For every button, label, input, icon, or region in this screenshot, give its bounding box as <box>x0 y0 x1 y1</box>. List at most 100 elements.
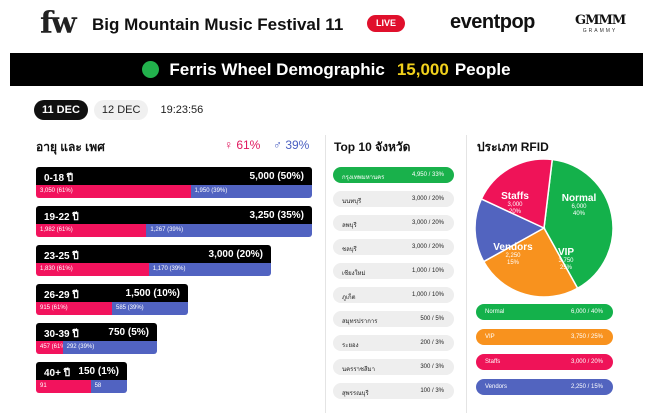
province-item[interactable]: สมุทรปราการ 500 / 5% <box>333 311 454 327</box>
pie-label-name: Vendors <box>493 242 533 253</box>
province-value: 200 / 3% <box>420 340 444 346</box>
gender-split: 1,830 (61%) 1,170 (39%) <box>36 263 271 276</box>
province-value: 3,000 / 20% <box>411 220 444 226</box>
pie-label-pct: 15% <box>506 260 519 266</box>
male-segment: 585 (39%) <box>112 302 188 315</box>
column-divider <box>325 135 326 413</box>
festival-title: Big Mountain Music Festival 11 <box>92 15 344 34</box>
province-value: 100 / 3% <box>420 388 444 394</box>
female-segment: 1,830 (61%) <box>36 263 149 276</box>
province-item[interactable]: กรุงเทพมหานคร 4,950 / 33% <box>333 167 454 183</box>
pie-label-name: VIP <box>557 247 575 258</box>
pie-slice-normal[interactable] <box>543 158 614 290</box>
age-bar-header: 40+ ปี 150 (1%) <box>36 362 127 380</box>
gmm-grammy-logo: GMMM GRAMMY <box>575 13 626 34</box>
age-bar-header: 0-18 ปี 5,000 (50%) <box>36 167 312 185</box>
pie-slice-vendors[interactable] <box>474 197 546 263</box>
age-gender-title: อายุ และ เพศ <box>36 140 105 154</box>
age-bar[interactable]: 23-25 ปี 3,000 (20%) 1,830 (61%) 1,170 (… <box>36 245 271 276</box>
rfid-legend-item[interactable]: Vendors 2,250 / 15% <box>476 379 613 395</box>
age-range-value: 1,500 (10%) <box>125 288 180 299</box>
rfid-type-value: 6,000 / 40% <box>570 309 603 315</box>
rfid-legend-item[interactable]: VIP 3,750 / 25% <box>476 329 613 345</box>
pie-label-pct: 40% <box>572 211 585 217</box>
gender-split: 915 (61%) 585 (39%) <box>36 302 188 315</box>
pie-slice-staffs[interactable] <box>480 158 554 230</box>
gmm-logo-mark: GMMM <box>575 13 626 28</box>
province-item[interactable]: ภูเก็ต 1,000 / 10% <box>333 287 454 303</box>
pie-label-pct: 20% <box>508 209 521 215</box>
live-badge: LIVE <box>367 15 405 32</box>
province-value: 3,000 / 20% <box>411 244 444 250</box>
province-name: ภูเก็ต <box>342 295 356 301</box>
age-bar[interactable]: 19-22 ปี 3,250 (35%) 1,982 (61%) 1,267 (… <box>36 206 312 237</box>
female-segment: 457 (61%) <box>36 341 63 354</box>
province-item[interactable]: ชลบุรี 3,000 / 20% <box>333 239 454 255</box>
province-item[interactable]: นครราชสีมา 300 / 3% <box>333 359 454 375</box>
banner-people-count: 15,000 <box>396 59 449 79</box>
province-name: สมุทรปราการ <box>342 319 378 325</box>
province-name: ลพบุรี <box>342 223 357 229</box>
male-segment: 1,950 (39%) <box>190 185 312 198</box>
pie-label-count: 2,250 <box>505 253 521 259</box>
age-bar[interactable]: 40+ ปี 150 (1%) 91 58 <box>36 362 127 393</box>
female-segment: 3,050 (61%) <box>36 185 191 198</box>
rfid-type-name: VIP <box>485 334 495 340</box>
age-range-label: 23-25 ปี <box>44 251 79 262</box>
gender-split: 1,982 (61%) 1,267 (39%) <box>36 224 312 237</box>
province-item[interactable]: ระยอง 200 / 3% <box>333 335 454 351</box>
column-divider <box>466 135 467 413</box>
province-value: 1,000 / 10% <box>411 268 444 274</box>
age-range-value: 750 (5%) <box>108 327 149 338</box>
province-item[interactable]: ลพบุรี 3,000 / 20% <box>333 215 454 231</box>
rfid-legend-item[interactable]: Staffs 3,000 / 20% <box>476 354 613 370</box>
rfid-type-value: 3,000 / 20% <box>570 359 603 365</box>
province-item[interactable]: สุพรรณบุรี 100 / 3% <box>333 383 454 399</box>
province-item[interactable]: เชียงใหม่ 1,000 / 10% <box>333 263 454 279</box>
male-segment: 1,170 (39%) <box>148 263 271 276</box>
tab-12-dec[interactable]: 12 DEC <box>93 100 149 120</box>
female-segment: 91 <box>36 380 91 393</box>
gender-split: 457 (61%) 292 (39%) <box>36 341 157 354</box>
rfid-legend-item[interactable]: Normal 6,000 / 40% <box>476 304 613 320</box>
age-bar[interactable]: 30-39 ปี 750 (5%) 457 (61%) 292 (39%) <box>36 323 157 354</box>
province-name: กรุงเทพมหานคร <box>342 175 385 181</box>
province-name: เชียงใหม่ <box>342 271 366 277</box>
age-range-value: 3,000 (20%) <box>208 249 263 260</box>
female-percentage: ♀ 61% <box>224 138 261 152</box>
province-name: สุพรรณบุรี <box>342 391 369 397</box>
age-bar-header: 26-29 ปี 1,500 (10%) <box>36 284 188 302</box>
pie-label-pct: 25% <box>559 265 572 271</box>
province-item[interactable]: นนทบุรี 3,000 / 20% <box>333 191 454 207</box>
pie-slice-vip[interactable] <box>482 226 579 298</box>
age-bar-header: 23-25 ปี 3,000 (20%) <box>36 245 271 263</box>
pie-label-staffs: Staffs 3,000 20% <box>492 191 538 216</box>
banner-people-unit: People <box>454 59 511 79</box>
age-range-value: 150 (1%) <box>78 366 119 377</box>
age-bar-header: 19-22 ปี 3,250 (35%) <box>36 206 312 224</box>
age-range-label: 30-39 ปี <box>44 329 79 340</box>
age-range-label: 19-22 ปี <box>44 212 79 223</box>
province-name: นนทบุรี <box>342 199 362 205</box>
age-bar[interactable]: 0-18 ปี 5,000 (50%) 3,050 (61%) 1,950 (3… <box>36 167 312 198</box>
age-bar[interactable]: 26-29 ปี 1,500 (10%) 915 (61%) 585 (39%) <box>36 284 188 315</box>
gender-split: 91 58 <box>36 380 127 393</box>
province-value: 3,000 / 20% <box>411 196 444 202</box>
age-range-label: 40+ ปี <box>44 368 71 379</box>
gender-split: 3,050 (61%) 1,950 (39%) <box>36 185 312 198</box>
rfid-type-value: 3,750 / 25% <box>570 334 603 340</box>
age-range-value: 3,250 (35%) <box>249 210 304 221</box>
pie-label-name: Staffs <box>501 191 529 202</box>
status-dot-icon <box>142 61 160 78</box>
province-name: ชลบุรี <box>342 247 357 253</box>
tab-11-dec[interactable]: 11 DEC <box>34 100 88 120</box>
pie-label-vendors: Vendors 2,250 15% <box>488 242 538 267</box>
age-range-value: 5,000 (50%) <box>249 171 304 182</box>
age-range-label: 0-18 ปี <box>44 173 74 184</box>
fw-logo: fw <box>40 6 77 41</box>
pie-label-count: 3,000 <box>507 202 523 208</box>
male-percentage: ♂ 39% <box>273 138 310 152</box>
rfid-type-value: 2,250 / 15% <box>570 384 603 390</box>
header: fw Big Mountain Music Festival 11 LIVE e… <box>0 0 653 48</box>
gmm-logo-sub: GRAMMY <box>582 28 618 34</box>
